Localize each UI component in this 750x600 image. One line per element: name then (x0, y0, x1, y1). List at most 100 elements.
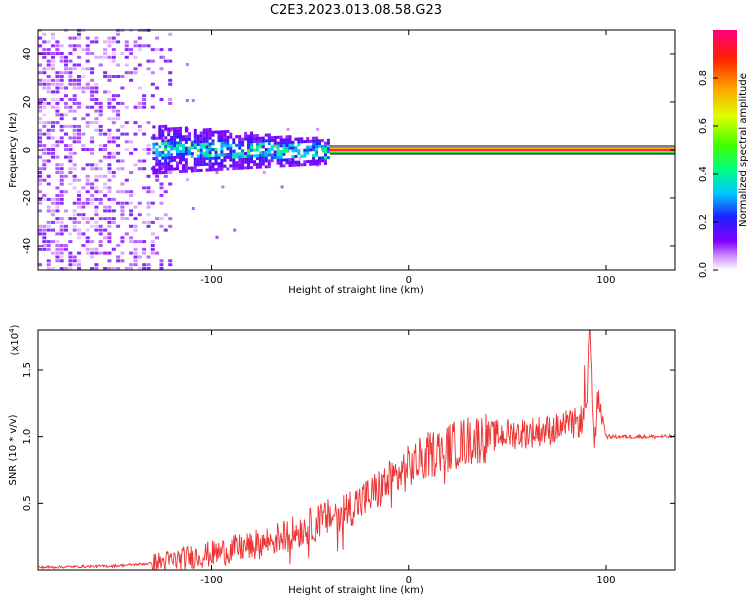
spectrogram-cell (72, 209, 77, 213)
spectrogram-cell (161, 153, 165, 157)
spectrogram-cell (68, 144, 73, 148)
spectrogram-cell (42, 232, 47, 236)
spectrogram-cell (164, 124, 168, 128)
spectrogram-cell (170, 167, 174, 171)
spectrogram-cell (167, 127, 171, 131)
spectrogram-cell (146, 151, 151, 155)
spectrogram-cell (38, 44, 42, 48)
spectrogram-cell (220, 130, 224, 134)
spectrogram-cell (223, 156, 227, 159)
colorbar: 0.0 0.2 0.4 0.6 0.8 Normalized spectral ampl… (698, 30, 749, 278)
spectrogram-cell (46, 52, 51, 55)
spectrogram-cell (226, 147, 230, 151)
spectrogram-cell (282, 164, 286, 168)
spectrogram-cell (146, 201, 151, 205)
spectrogram-cell (59, 178, 64, 182)
spectrogram-cell (129, 213, 134, 217)
spectrogram-cell (46, 86, 51, 90)
spectrogram-cell (187, 146, 191, 150)
spectrogram-cell (258, 165, 262, 169)
spectrogram-cell (187, 132, 191, 136)
spectrogram-y-label: Frequency (Hz) (8, 112, 19, 188)
spectrogram-cell (184, 166, 188, 170)
spectrogram-cell (129, 52, 134, 55)
spectrogram-cell (116, 113, 121, 117)
spectrogram-cell (196, 148, 200, 152)
spectrogram-cell (124, 121, 129, 125)
spectrogram-cell (226, 130, 230, 133)
spectrogram-cell (155, 168, 159, 172)
spectrogram-cell (223, 144, 227, 148)
spectrogram-cell (111, 94, 116, 98)
spectrogram-cell (288, 161, 292, 165)
spectrogram-cell (146, 144, 151, 148)
spectrogram-cell (152, 165, 156, 169)
spectrogram-cell (288, 143, 292, 147)
spectrogram-cell (158, 171, 162, 175)
spectrogram-cell (46, 197, 51, 201)
spectrogram-cell (167, 162, 171, 165)
spectrogram-cell (221, 185, 225, 189)
spectrogram-cell (184, 169, 188, 173)
colorbar-tick-label: 0.8 (698, 70, 709, 86)
spectrogram-cell (318, 162, 321, 166)
spectrogram-cell (241, 137, 245, 141)
spectrogram-cell (202, 142, 206, 146)
spectrogram-cell (137, 167, 142, 171)
spectrogram-cell (38, 109, 42, 113)
spectrogram-cell (182, 152, 185, 156)
spectrogram-cell (107, 117, 112, 121)
spectrogram-cell (297, 160, 301, 164)
spectrogram-cell (324, 159, 327, 163)
spectrogram-cell (107, 140, 112, 144)
y-tick-label: 0.5 (22, 495, 33, 511)
spectrogram-cell (161, 150, 165, 154)
spectrogram-cell (72, 213, 77, 217)
spectrogram-cell (103, 55, 108, 59)
spectrogram-cell (232, 164, 236, 168)
spectrogram-cell (38, 182, 42, 186)
spectrogram-cell (51, 148, 55, 151)
spectrogram-cell (77, 32, 81, 36)
spectrogram-cell (261, 159, 265, 163)
spectrogram-cell (77, 197, 81, 201)
spectrogram-cell (81, 213, 86, 217)
spectrogram-cell (120, 52, 125, 55)
spectrogram-cell (68, 155, 73, 159)
spectrogram-cell (167, 141, 171, 145)
spectrogram-cell (51, 44, 55, 48)
spectrogram-cell (167, 164, 171, 168)
spectrogram-cell (72, 228, 77, 232)
spectrogram-cell (179, 138, 182, 142)
colorbar-tick-label: 0.4 (698, 166, 709, 182)
spectrogram-cell (298, 156, 302, 160)
spectrogram-cell (286, 127, 290, 131)
spectrogram-cell (72, 109, 77, 113)
spectrogram-cell (68, 59, 73, 63)
spectrogram-cell (103, 148, 108, 151)
spectrogram-cell (38, 128, 42, 132)
spectrogram-cell (116, 136, 121, 140)
spectrogram-cell (90, 140, 95, 144)
spectrogram-cell (279, 144, 283, 148)
spectrogram-cell (42, 121, 47, 125)
spectrogram-cell (170, 164, 174, 168)
spectrogram-cell (279, 152, 283, 156)
spectrogram-cell (238, 135, 242, 139)
spectrogram-cell (129, 48, 134, 52)
spectrogram-cell (155, 142, 159, 146)
spectrogram-cell (46, 59, 51, 63)
spectrogram-cell (146, 186, 151, 190)
spectrogram-cell (309, 148, 313, 152)
spectrogram-cell (261, 162, 265, 166)
spectrogram-cell (214, 162, 218, 166)
spectrogram-cell (64, 144, 68, 148)
spectrogram-cell (324, 153, 327, 157)
spectrogram-cell (288, 146, 292, 150)
spectrogram-cells (38, 28, 675, 270)
spectrogram-cell (59, 140, 64, 144)
spectrogram-cell (55, 209, 60, 213)
spectrogram-cell (107, 251, 112, 255)
spectrogram-cell (133, 217, 138, 221)
spectrogram-cell (155, 36, 160, 40)
